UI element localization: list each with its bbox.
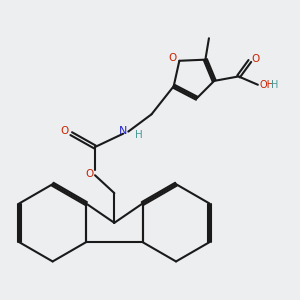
Text: O: O (85, 169, 94, 179)
Text: O: O (61, 126, 69, 136)
Text: O: O (251, 55, 259, 64)
Text: H: H (135, 130, 142, 140)
Text: H: H (271, 80, 278, 90)
Text: O: O (169, 53, 177, 63)
Text: N: N (119, 126, 128, 136)
Text: OH: OH (259, 80, 274, 90)
